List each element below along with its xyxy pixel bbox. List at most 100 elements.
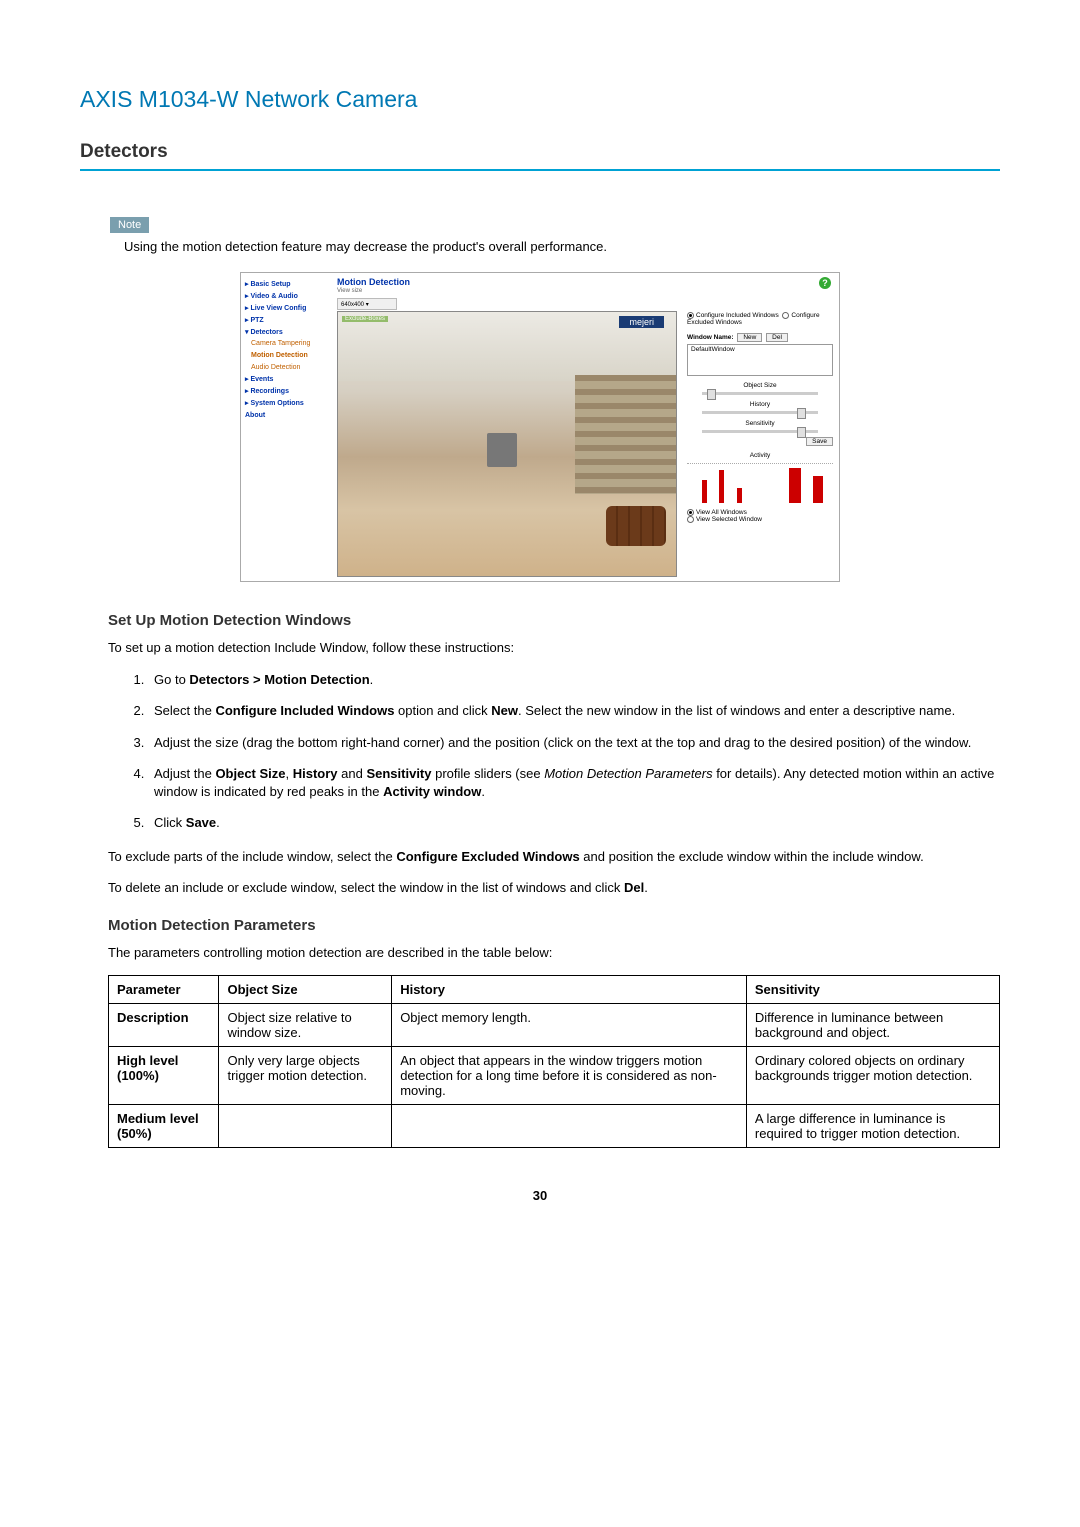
step-4: Adjust the Object Size, History and Sens… bbox=[148, 765, 1000, 800]
new-button[interactable]: New bbox=[737, 333, 762, 342]
th-sensitivity: Sensitivity bbox=[746, 976, 999, 1004]
ui-term: Object Size bbox=[215, 766, 285, 781]
step-2: Select the Configure Included Windows op… bbox=[148, 702, 1000, 720]
ss-window-list-item[interactable]: DefaultWindow bbox=[691, 346, 735, 353]
text: , bbox=[286, 766, 293, 781]
del-button[interactable]: Del bbox=[766, 333, 788, 342]
ss-store-shelf bbox=[575, 375, 676, 494]
ui-term: Save bbox=[186, 815, 216, 830]
th-parameter: Parameter bbox=[109, 976, 219, 1004]
ss-radio-included[interactable]: Configure Included Windows bbox=[696, 312, 779, 319]
ss-nav-item[interactable]: ▸ Video & Audio bbox=[245, 291, 329, 303]
page-root: AXIS M1034-W Network Camera Detectors No… bbox=[0, 0, 1080, 1263]
ss-main-panel: Motion Detection ? View size 640x400 ▾ m… bbox=[337, 273, 839, 581]
ss-shopper-icon bbox=[487, 433, 517, 467]
text: Go to bbox=[154, 672, 189, 687]
text: and bbox=[338, 766, 367, 781]
text: and position the exclude window within t… bbox=[580, 849, 924, 864]
page-number: 30 bbox=[80, 1188, 1000, 1203]
ss-exclude-window-tag[interactable]: Exclude-Boxes bbox=[342, 316, 388, 322]
table-row: Description Object size relative to wind… bbox=[109, 1004, 1000, 1047]
radio-icon[interactable] bbox=[687, 509, 694, 516]
step-5: Click Save. bbox=[148, 814, 1000, 832]
row-label: High level (100%) bbox=[109, 1047, 219, 1105]
note-text: Using the motion detection feature may d… bbox=[124, 239, 1000, 254]
ss-radio-row: Configure Included Windows Configure Exc… bbox=[687, 309, 833, 329]
ss-nav-item[interactable]: ▸ Events bbox=[245, 374, 329, 386]
history-slider[interactable] bbox=[702, 411, 819, 414]
activity-peak bbox=[789, 468, 801, 503]
ss-window-name-row: Window Name: New Del bbox=[687, 333, 833, 342]
text: Click bbox=[154, 815, 186, 830]
step-1: Go to Detectors > Motion Detection. bbox=[148, 671, 1000, 689]
text: . bbox=[644, 880, 648, 895]
ui-term: New bbox=[491, 703, 518, 718]
row-label: Description bbox=[109, 1004, 219, 1047]
setup-intro: To set up a motion detection Include Win… bbox=[108, 639, 1000, 657]
text: Select the bbox=[154, 703, 215, 718]
menu-path: Detectors > Motion Detection bbox=[189, 672, 369, 687]
ui-term: History bbox=[293, 766, 338, 781]
text: . bbox=[216, 815, 220, 830]
ss-nav-item[interactable]: ▸ Basic Setup bbox=[245, 279, 329, 291]
ss-view-size-select[interactable]: 640x400 ▾ bbox=[337, 298, 397, 310]
note-label: Note bbox=[110, 217, 149, 233]
motion-detection-screenshot: ▸ Basic Setup ▸ Video & Audio ▸ Live Vie… bbox=[240, 272, 840, 582]
activity-peak bbox=[702, 480, 707, 503]
radio-icon[interactable] bbox=[687, 312, 694, 319]
ss-nav-sub[interactable]: Camera Tampering bbox=[245, 338, 329, 350]
sensitivity-slider[interactable] bbox=[702, 430, 819, 433]
ss-nav-item[interactable]: About bbox=[245, 410, 329, 422]
ss-view-selected[interactable]: View Selected Window bbox=[696, 517, 762, 524]
ss-view-all[interactable]: View All Windows bbox=[696, 509, 747, 516]
text: option and click bbox=[394, 703, 491, 718]
ss-nav-item[interactable]: ▸ Live View Config bbox=[245, 303, 329, 315]
radio-icon[interactable] bbox=[687, 516, 694, 523]
setup-steps: Go to Detectors > Motion Detection. Sele… bbox=[120, 671, 1000, 832]
ss-nav-item[interactable]: ▾ Detectors bbox=[245, 327, 329, 339]
step-3: Adjust the size (drag the bottom right-h… bbox=[148, 734, 1000, 752]
ss-window-list[interactable]: DefaultWindow bbox=[687, 344, 833, 376]
ss-nav-item[interactable]: ▸ Recordings bbox=[245, 386, 329, 398]
help-icon[interactable]: ? bbox=[819, 277, 831, 289]
params-intro: The parameters controlling motion detect… bbox=[108, 944, 1000, 962]
ss-slider-label: Object Size bbox=[687, 382, 833, 389]
cell bbox=[219, 1105, 392, 1148]
section-heading: Detectors bbox=[80, 141, 1000, 163]
product-title: AXIS M1034-W Network Camera bbox=[80, 86, 1000, 113]
ss-store-sign: mejeri bbox=[619, 316, 664, 328]
activity-peak bbox=[813, 476, 823, 503]
ss-nav-sub[interactable]: Audio Detection bbox=[245, 362, 329, 374]
row-label: Medium level (50%) bbox=[109, 1105, 219, 1148]
object-size-slider[interactable] bbox=[702, 392, 819, 395]
delete-text: To delete an include or exclude window, … bbox=[108, 879, 1000, 897]
ss-slider-label: History bbox=[687, 401, 833, 408]
ss-activity-graph bbox=[687, 463, 833, 503]
params-heading: Motion Detection Parameters bbox=[108, 917, 1000, 934]
reference: Motion Detection Parameters bbox=[544, 766, 712, 781]
exclude-text: To exclude parts of the include window, … bbox=[108, 848, 1000, 866]
table-row: Medium level (50%) A large difference in… bbox=[109, 1105, 1000, 1148]
ui-term: Configure Included Windows bbox=[215, 703, 394, 718]
ss-view-size-label: View size bbox=[337, 288, 362, 294]
ss-right-controls: Configure Included Windows Configure Exc… bbox=[687, 309, 833, 577]
text: profile sliders (see bbox=[432, 766, 545, 781]
radio-icon[interactable] bbox=[782, 312, 789, 319]
th-history: History bbox=[392, 976, 747, 1004]
text: . bbox=[370, 672, 374, 687]
ss-sidebar: ▸ Basic Setup ▸ Video & Audio ▸ Live Vie… bbox=[241, 273, 333, 581]
ss-view-radios: View All Windows View Selected Window bbox=[687, 506, 833, 526]
text: . Select the new window in the list of w… bbox=[518, 703, 955, 718]
section-divider bbox=[80, 169, 1000, 171]
ss-nav-item[interactable]: ▸ PTZ bbox=[245, 315, 329, 327]
ss-nav-item[interactable]: ▸ System Options bbox=[245, 398, 329, 410]
text: Adjust the bbox=[154, 766, 215, 781]
ui-term: Sensitivity bbox=[366, 766, 431, 781]
cell: Object size relative to window size. bbox=[219, 1004, 392, 1047]
save-button[interactable]: Save bbox=[806, 437, 833, 446]
params-table: Parameter Object Size History Sensitivit… bbox=[108, 975, 1000, 1148]
ui-term: Activity window bbox=[383, 784, 481, 799]
cell: Object memory length. bbox=[392, 1004, 747, 1047]
ui-term: Del bbox=[624, 880, 644, 895]
ss-nav-sub-active[interactable]: Motion Detection bbox=[245, 350, 329, 362]
